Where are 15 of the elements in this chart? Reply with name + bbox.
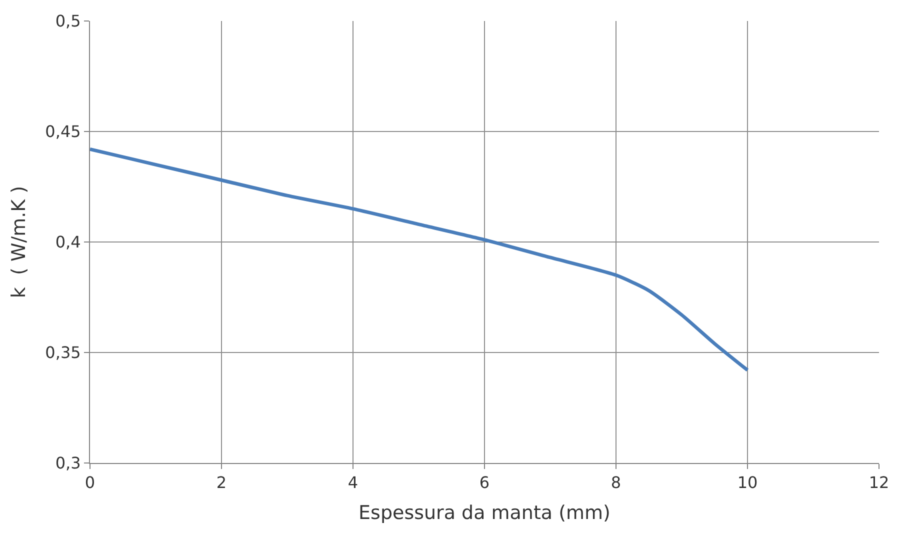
x-axis-title: Espessura da manta (mm) xyxy=(358,502,610,524)
y-axis-title: k ( W/m.K ) xyxy=(8,186,30,298)
x-tick-label: 0 xyxy=(84,473,96,492)
x-tick-label: 6 xyxy=(479,473,490,492)
x-tick-label: 10 xyxy=(737,473,758,492)
y-tick-label: 0,5 xyxy=(55,12,81,31)
x-tick-label: 2 xyxy=(216,473,227,492)
x-tick-label: 8 xyxy=(610,473,622,492)
y-tick-label: 0,45 xyxy=(45,122,81,142)
line-series xyxy=(90,147,750,372)
y-tick-label: 0,4 xyxy=(55,232,81,252)
x-tick-label: 4 xyxy=(348,473,358,492)
y-tick-label: 0,35 xyxy=(45,343,81,362)
x-tick-label: 12 xyxy=(868,473,890,492)
y-tick-label: 0,3 xyxy=(55,454,81,473)
